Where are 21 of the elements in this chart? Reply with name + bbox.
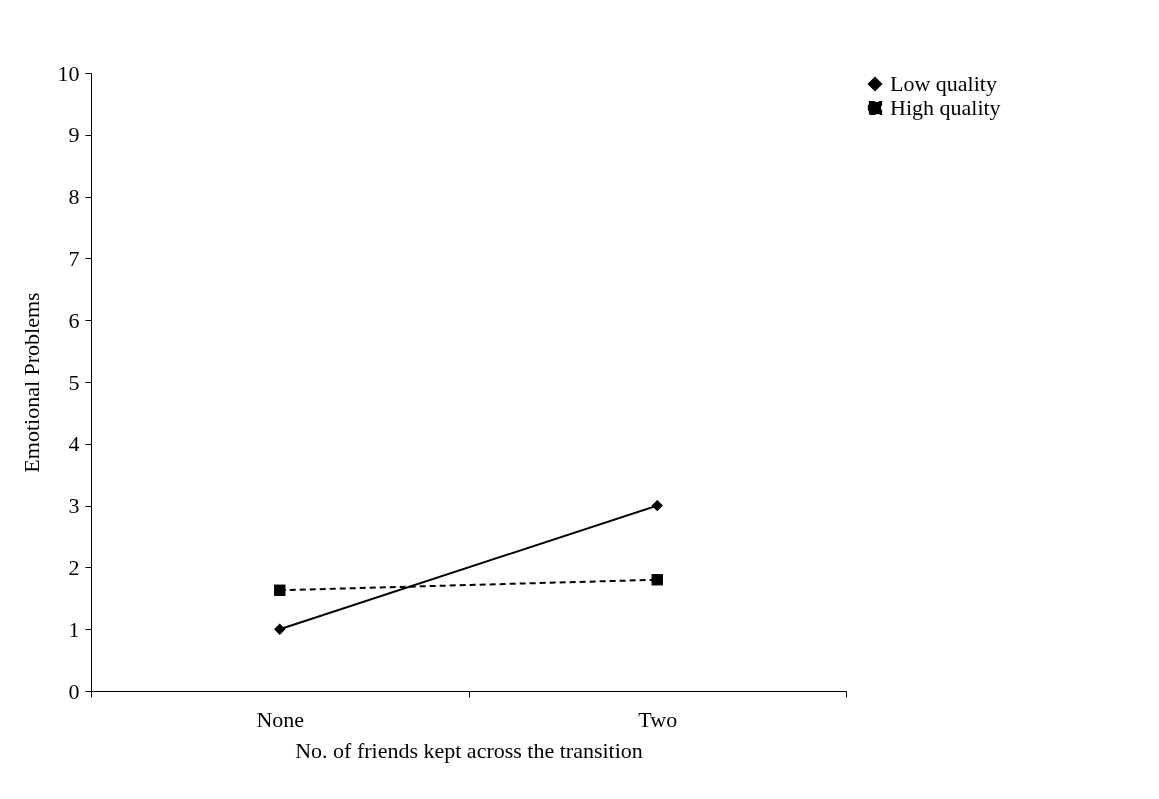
point: [651, 499, 663, 512]
y-axis-title: Emotional Problems: [18, 292, 44, 473]
y-tick-label: 9: [68, 122, 80, 148]
y-tick-label: 6: [68, 307, 80, 333]
y-tick-label: 8: [68, 184, 80, 210]
point: [651, 574, 663, 586]
point: [274, 623, 286, 635]
x-axis-title: No. of friends kept across the transition: [295, 737, 643, 763]
legend-label: Low quality: [890, 71, 997, 96]
x-tick-label: None: [256, 706, 305, 732]
y-tick-label: 10: [57, 60, 80, 86]
y-tick-label: 3: [68, 493, 80, 519]
y-tick-label: 5: [68, 369, 80, 395]
point: [274, 584, 286, 596]
x-tick-label: Two: [638, 706, 678, 732]
y-tick-label: 4: [68, 431, 80, 457]
y-tick-label: 2: [68, 554, 80, 580]
y-tick-label: 1: [68, 616, 80, 642]
y-tick-label: 7: [68, 245, 80, 271]
legend-label: High quality: [890, 95, 1001, 120]
y-tick-label: 0: [68, 678, 80, 704]
